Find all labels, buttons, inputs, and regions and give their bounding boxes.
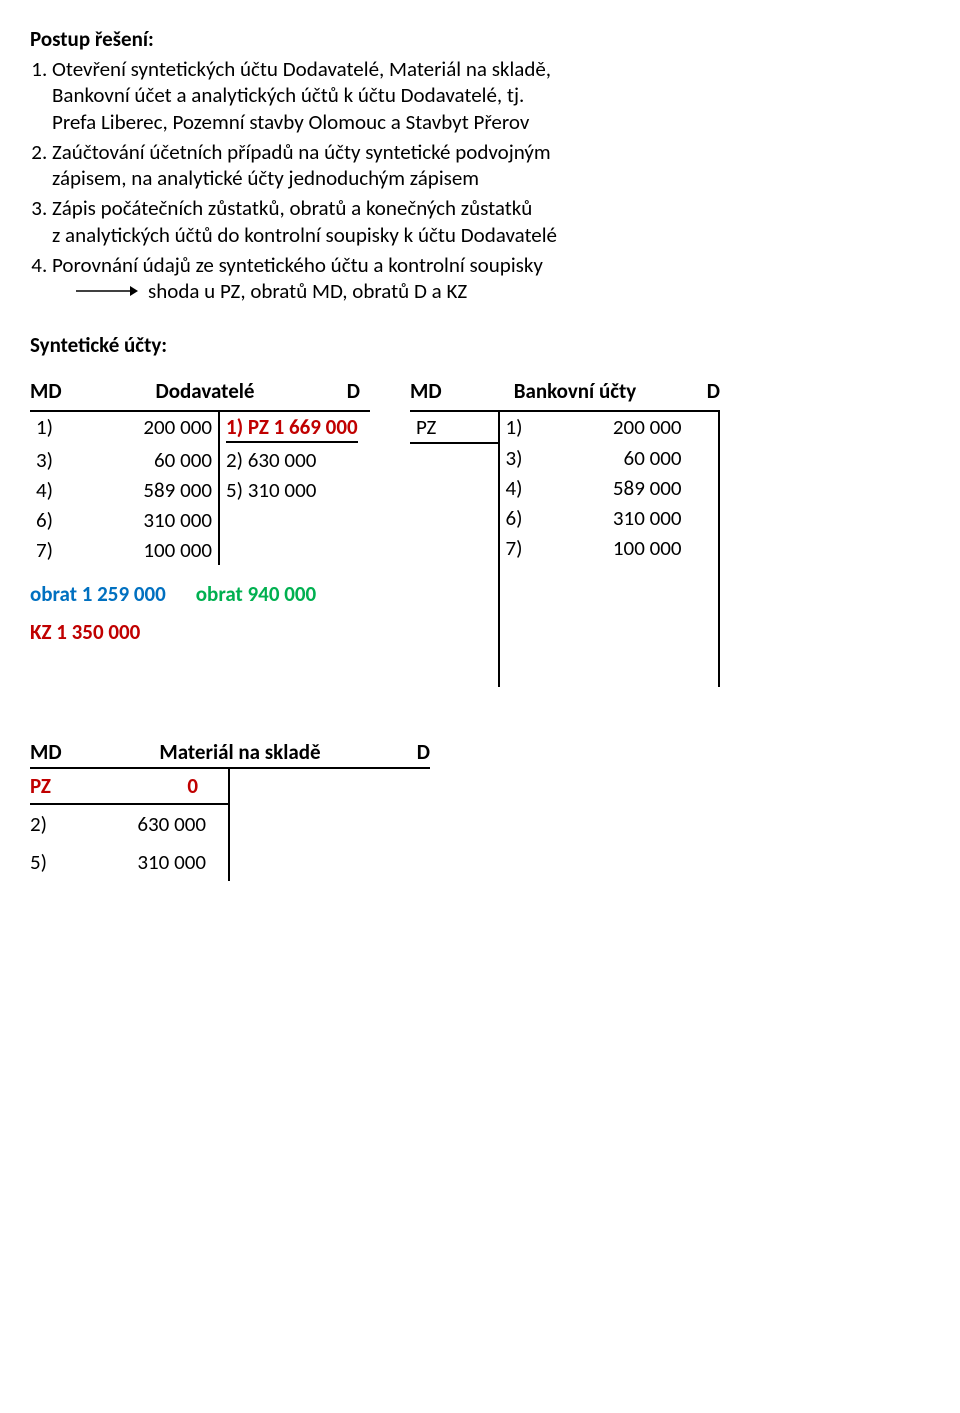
dod-right-2: 2) 630 000: [226, 447, 316, 473]
account-material: MD Materiál na skladě D PZ 0 2)630 000 5…: [30, 739, 930, 881]
bank-pz: PZ: [416, 414, 436, 440]
dod-left-4-key: 6): [36, 507, 92, 533]
step-2: Zaúčtování účetních případů na účty synt…: [52, 139, 930, 192]
step-3-line-2: z analytických účtů do kontrolní soupisk…: [52, 222, 557, 248]
mat-r2-val: 310 000: [86, 849, 206, 875]
bank-r5-val: 100 000: [562, 535, 682, 561]
mat-d-label: D: [390, 739, 430, 765]
step-1-line-3: Prefa Liberec, Pozemní stavby Olomouc a …: [52, 109, 529, 135]
bank-r2-val: 60 000: [562, 445, 682, 471]
account-material-title: Materiál na skladě: [90, 739, 390, 765]
arrow-right-icon: [76, 284, 138, 298]
bank-r2-key: 3): [506, 445, 562, 471]
dod-right-3: 5) 310 000: [226, 477, 316, 503]
bank-r1-val: 200 000: [562, 414, 682, 440]
step-4-arrow-text: shoda u PZ, obratů MD, obratů D a KZ: [148, 278, 467, 304]
bank-r3-key: 4): [506, 475, 562, 501]
bank-r4-key: 6): [506, 505, 562, 531]
bank-r4-val: 310 000: [562, 505, 682, 531]
dod-left-3-val: 589 000: [92, 477, 212, 503]
mat-md-label: MD: [30, 739, 90, 765]
dod-left-1-val: 200 000: [92, 414, 212, 440]
dod-kz: KZ 1 350 000: [30, 619, 370, 645]
page-title: Postup řešení:: [30, 26, 930, 52]
step-4: Porovnání údajů ze syntetického účtu a k…: [52, 252, 930, 305]
dod-left-5-key: 7): [36, 537, 92, 563]
step-3: Zápis počátečních zůstatků, obratů a kon…: [52, 195, 930, 248]
bank-d-label: D: [680, 378, 720, 404]
step-2-line-2: zápisem, na analytické účty jednoduchým …: [52, 165, 479, 191]
step-2-line-1: Zaúčtování účetních případů na účty synt…: [52, 139, 551, 165]
section-title: Syntetické účty:: [30, 332, 930, 358]
mat-r1-key: 2): [30, 811, 86, 837]
account-dodavatele-title: Dodavatelé: [90, 378, 320, 404]
step-3-line-1: Zápis počátečních zůstatků, obratů a kon…: [52, 195, 532, 221]
bank-r1-key: 1): [506, 414, 562, 440]
dod-left-5-val: 100 000: [92, 537, 212, 563]
md-label: MD: [30, 378, 90, 404]
dod-obrat-left: obrat 1 259 000: [30, 581, 166, 607]
bank-r5-key: 7): [506, 535, 562, 561]
dod-left-2-val: 60 000: [92, 447, 212, 473]
dod-left-2-key: 3): [36, 447, 92, 473]
mat-pz-val: 0: [187, 773, 198, 799]
dod-left-1-key: 1): [36, 414, 92, 440]
step-1-line-1: Otevření syntetických účtu Dodavatelé, M…: [52, 56, 551, 82]
account-bankovni-title: Bankovní účty: [470, 378, 680, 404]
account-bankovni: MD Bankovní účty D PZ 1)200 000 3)60 000: [410, 378, 720, 687]
steps-list: Otevření syntetických účtu Dodavatelé, M…: [30, 56, 930, 304]
dod-right-1: 1) PZ 1 669 000: [226, 414, 358, 443]
d-label: D: [320, 378, 360, 404]
mat-pz-key: PZ: [30, 773, 51, 799]
dod-left-3-key: 4): [36, 477, 92, 503]
mat-r2-key: 5): [30, 849, 86, 875]
bank-md-label: MD: [410, 378, 470, 404]
dod-obrat-right: obrat 940 000: [196, 581, 316, 607]
step-1-line-2: Bankovní účet a analytických účtů k účtu…: [52, 82, 524, 108]
bank-r3-val: 589 000: [562, 475, 682, 501]
dod-left-4-val: 310 000: [92, 507, 212, 533]
mat-r1-val: 630 000: [86, 811, 206, 837]
account-dodavatele: MD Dodavatelé D 1)200 000 1) PZ 1 669 00…: [30, 378, 370, 687]
step-4-line-1: Porovnání údajů ze syntetického účtu a k…: [52, 252, 543, 278]
step-1: Otevření syntetických účtu Dodavatelé, M…: [52, 56, 930, 135]
